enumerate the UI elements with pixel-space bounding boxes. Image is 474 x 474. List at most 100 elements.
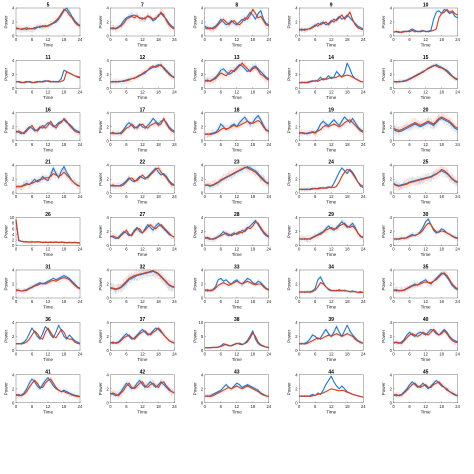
series-line-1	[15, 7, 81, 31]
y-tick-label: 2	[106, 20, 109, 25]
scenario-trace	[393, 65, 458, 84]
scenario-trace	[15, 164, 81, 190]
panel-title: 11	[45, 55, 51, 61]
scenario-trace	[204, 63, 269, 86]
series-line-2	[15, 219, 81, 244]
scenario-trace	[110, 66, 175, 84]
y-tick-label: 2	[295, 124, 298, 129]
x-tick-label: 12	[140, 142, 145, 147]
x-tick-label: 6	[31, 247, 34, 252]
x-tick-label: 6	[314, 37, 317, 42]
y-tick-label: 4	[106, 268, 109, 273]
scenario-trace	[393, 113, 458, 135]
x-tick-label: 18	[439, 351, 444, 356]
series-line-2	[204, 166, 270, 187]
y-tick-label: 2	[201, 72, 204, 77]
scenario-trace	[393, 164, 458, 188]
y-tick-label: 6	[12, 226, 15, 231]
y-tick-label: 2	[295, 334, 298, 339]
y-tick-label: 4	[106, 320, 109, 325]
series-line-2	[110, 64, 175, 83]
series-line-1	[204, 10, 270, 30]
x-tick-label: 24	[172, 89, 177, 94]
x-tick-label: 24	[172, 351, 177, 356]
y-tick-label: 10	[10, 215, 15, 220]
y-tick-label: 4	[12, 320, 15, 325]
series-line-1	[15, 324, 81, 345]
y-tick-label: 4	[106, 58, 109, 63]
scenario-trace	[393, 116, 458, 133]
scenario-trace	[110, 12, 175, 33]
x-axis-label: Time	[326, 95, 336, 100]
x-tick-label: 0	[109, 351, 112, 356]
x-tick-label: 12	[46, 404, 51, 409]
y-tick-label: 0	[201, 191, 204, 196]
scenario-trace	[15, 7, 81, 33]
panel-title: 26	[45, 212, 51, 218]
scenario-trace	[204, 9, 269, 29]
scenario-trace	[110, 269, 175, 291]
scenario-trace	[110, 269, 175, 292]
scenario-trace	[15, 275, 81, 293]
series-line-2	[299, 333, 364, 345]
panel-title: 25	[423, 160, 429, 166]
panel-title: 40	[423, 317, 429, 323]
scenario-trace	[110, 61, 175, 86]
scenario-trace	[110, 378, 175, 398]
y-tick-label: 2	[106, 124, 109, 129]
scenario-trace	[204, 9, 269, 32]
scenario-trace	[393, 326, 458, 345]
scenario-trace	[15, 7, 81, 33]
y-tick-label: 4	[201, 6, 204, 11]
x-tick-label: 6	[408, 404, 411, 409]
scenario-trace	[110, 269, 175, 294]
panel-title: 7	[141, 3, 144, 9]
y-tick-label: 0	[390, 138, 393, 143]
x-axis-label: Time	[421, 95, 431, 100]
scenario-trace	[393, 165, 458, 191]
series-line-2	[204, 8, 270, 30]
panel-title: 34	[328, 265, 334, 271]
x-tick-label: 18	[62, 299, 67, 304]
x-tick-label: 24	[455, 194, 460, 199]
x-tick-label: 24	[361, 194, 366, 199]
y-axis-label: Power	[287, 172, 292, 185]
y-tick-label: 2	[106, 334, 109, 339]
x-tick-label: 12	[234, 142, 239, 147]
scenario-trace	[204, 10, 269, 30]
y-tick-label: 5	[201, 334, 204, 339]
scenario-trace	[204, 115, 269, 137]
x-tick-label: 18	[156, 37, 161, 42]
x-tick-label: 0	[15, 89, 18, 94]
x-axis-label: Time	[421, 252, 431, 257]
scenario-trace	[393, 168, 458, 189]
panel-title: 23	[234, 160, 240, 166]
x-tick-label: 24	[455, 404, 460, 409]
y-tick-label: 4	[295, 268, 298, 273]
y-axis-label: Power	[381, 67, 386, 80]
y-tick-label: 0	[201, 243, 204, 248]
x-tick-label: 12	[46, 299, 51, 304]
scenario-trace	[110, 328, 175, 346]
y-tick-label: 2	[201, 386, 204, 391]
scenario-trace	[15, 275, 81, 294]
y-tick-label: 2	[295, 20, 298, 25]
x-tick-label: 18	[250, 89, 255, 94]
scenario-trace	[393, 166, 458, 191]
scenario-trace	[15, 8, 81, 33]
x-tick-label: 18	[62, 404, 67, 409]
y-tick-label: 4	[12, 163, 15, 168]
x-tick-label: 18	[345, 142, 350, 147]
y-tick-label: 2	[201, 282, 204, 287]
y-tick-label: 4	[12, 6, 15, 11]
x-tick-label: 24	[172, 247, 177, 252]
y-tick-label: 2	[390, 229, 393, 234]
x-tick-label: 18	[62, 351, 67, 356]
scenario-trace	[15, 7, 81, 33]
scenario-trace	[393, 114, 458, 132]
